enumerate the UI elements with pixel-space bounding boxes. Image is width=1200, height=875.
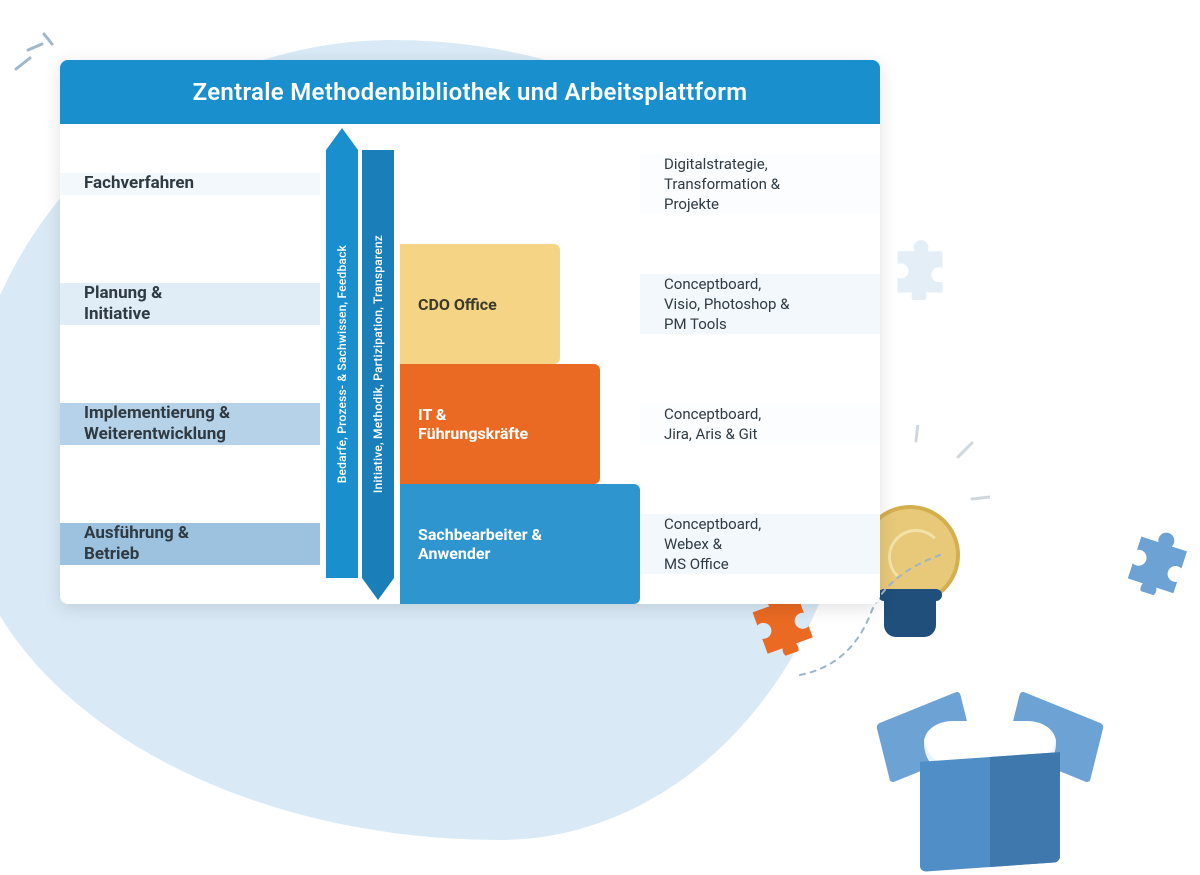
tools-text: Conceptboard, Visio, Photoshop & PM Tool… <box>640 274 880 335</box>
row-label: Ausführung & Betrieb <box>60 523 320 566</box>
tools-text: Conceptboard, Jira, Aris & Git <box>640 404 880 445</box>
tools-text: Digitalstrategie, Transformation & Proje… <box>640 154 880 215</box>
row-label: Planung & Initiative <box>60 283 320 326</box>
row-ausfuehrung: Ausführung & Betrieb Sachbearbeiter & An… <box>60 484 880 604</box>
row-planung: Planung & Initiative CDO Office Conceptb… <box>60 244 880 364</box>
row-fachverfahren: Fachverfahren Digitalstrategie, Transfor… <box>60 124 880 244</box>
arrow-up-head-icon <box>326 128 358 150</box>
role-box-sachbearbeiter: Sachbearbeiter & Anwender <box>400 484 640 604</box>
role-box-it: IT & Führungskräfte <box>400 364 600 484</box>
card-title: Zentrale Methodenbibliothek und Arbeitsp… <box>60 60 880 124</box>
arrow-up-label: Bedarfe, Prozess- & Sachwissen, Feedback <box>335 245 349 483</box>
arrow-up-shaft: Bedarfe, Prozess- & Sachwissen, Feedback <box>326 150 358 578</box>
arrow-down-head-icon <box>362 578 394 600</box>
row-label: Fachverfahren <box>60 173 320 194</box>
tools-text: Conceptboard, Webex & MS Office <box>640 514 880 575</box>
method-library-card: Zentrale Methodenbibliothek und Arbeitsp… <box>60 60 880 604</box>
arrow-down-label: Initiative, Methodik, Partizipation, Tra… <box>371 235 385 493</box>
arrow-up: Bedarfe, Prozess- & Sachwissen, Feedback <box>326 128 358 600</box>
arrow-down-shaft: Initiative, Methodik, Partizipation, Tra… <box>362 150 394 578</box>
role-box-cdo: CDO Office <box>400 244 560 364</box>
puzzle-ghost-icon <box>890 240 950 300</box>
sparkle-icon <box>6 24 66 84</box>
arrows-overlay: Bedarfe, Prozess- & Sachwissen, Feedback… <box>320 124 400 604</box>
row-implementierung: Implementierung & Weiterentwicklung IT &… <box>60 364 880 484</box>
open-box-icon <box>890 687 1090 867</box>
puzzle-blue-icon <box>1118 523 1199 604</box>
row-label: Implementierung & Weiterentwicklung <box>60 403 320 446</box>
rows-container: Fachverfahren Digitalstrategie, Transfor… <box>60 124 880 604</box>
arrow-down: Initiative, Methodik, Partizipation, Tra… <box>362 128 394 600</box>
